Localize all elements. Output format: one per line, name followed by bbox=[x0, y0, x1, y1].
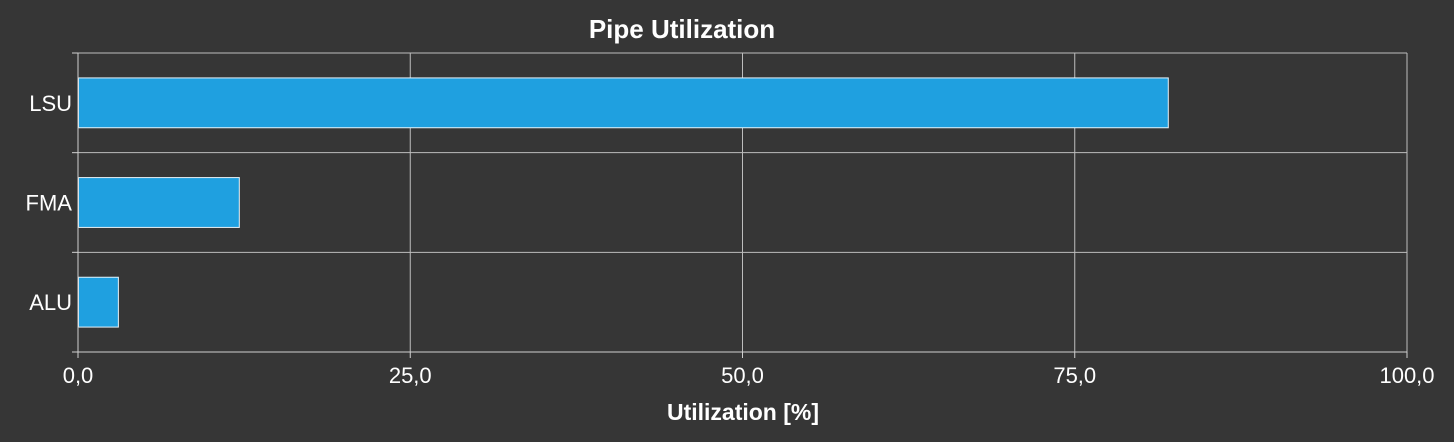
bar-group bbox=[78, 77, 1169, 328]
category-label-alu: ALU bbox=[29, 290, 72, 315]
x-axis-label: Utilization [%] bbox=[667, 399, 819, 425]
x-tick-label: 100,0 bbox=[1379, 363, 1434, 388]
category-label-fma: FMA bbox=[26, 191, 73, 216]
bar-fma bbox=[78, 177, 240, 228]
bar-lsu bbox=[78, 77, 1169, 129]
x-tick-label: 25,0 bbox=[389, 363, 432, 388]
x-tick-labels: 0,0 25,0 50,0 75,0 100,0 bbox=[63, 363, 1435, 388]
category-labels: LSU FMA ALU bbox=[26, 91, 73, 315]
axes bbox=[72, 52, 1408, 358]
bar-alu bbox=[78, 276, 119, 328]
x-tick-label: 75,0 bbox=[1053, 363, 1096, 388]
x-tick-label: 0,0 bbox=[63, 363, 94, 388]
category-label-lsu: LSU bbox=[29, 91, 72, 116]
x-tick-label: 50,0 bbox=[721, 363, 764, 388]
chart-title: Pipe Utilization bbox=[589, 14, 775, 44]
